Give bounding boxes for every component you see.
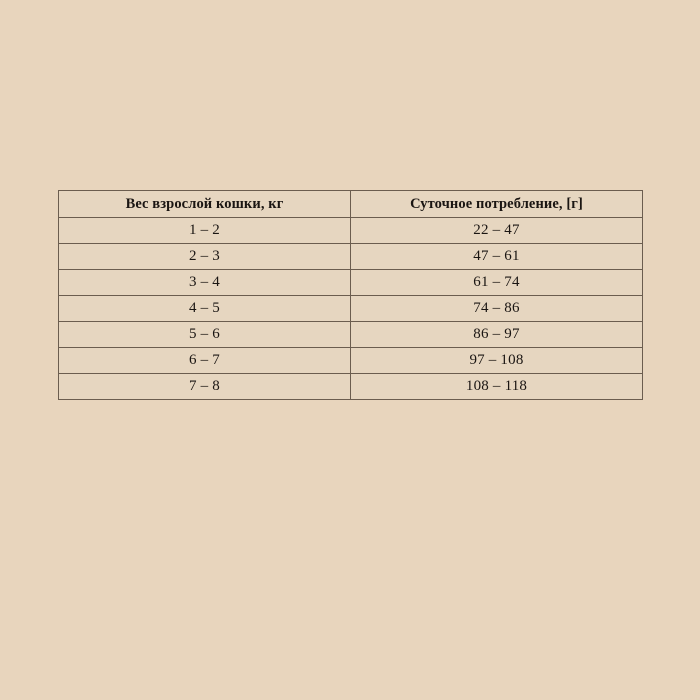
feeding-table-container: Вес взрослой кошки, кг Суточное потребле… (58, 190, 643, 400)
cell-intake: 97 – 108 (350, 347, 643, 374)
cat-feeding-table: Вес взрослой кошки, кг Суточное потребле… (58, 190, 643, 400)
table-row: 5 – 6 86 – 97 (58, 321, 643, 348)
cell-weight: 7 – 8 (58, 373, 351, 400)
cell-weight: 5 – 6 (58, 321, 351, 348)
table-row: 1 – 2 22 – 47 (58, 217, 643, 244)
table-header-row: Вес взрослой кошки, кг Суточное потребле… (58, 190, 643, 218)
cell-intake: 22 – 47 (350, 217, 643, 244)
cell-weight: 3 – 4 (58, 269, 351, 296)
cell-weight: 4 – 5 (58, 295, 351, 322)
cell-intake: 47 – 61 (350, 243, 643, 270)
table-body: 1 – 2 22 – 47 2 – 3 47 – 61 3 – 4 61 – 7… (58, 217, 643, 400)
cell-intake: 74 – 86 (350, 295, 643, 322)
table-row: 6 – 7 97 – 108 (58, 347, 643, 374)
cell-weight: 2 – 3 (58, 243, 351, 270)
table-row: 2 – 3 47 – 61 (58, 243, 643, 270)
column-header-intake: Суточное потребление, [г] (350, 190, 643, 218)
cell-weight: 1 – 2 (58, 217, 351, 244)
cell-weight: 6 – 7 (58, 347, 351, 374)
cell-intake: 86 – 97 (350, 321, 643, 348)
table-header: Вес взрослой кошки, кг Суточное потребле… (58, 190, 643, 218)
column-header-weight: Вес взрослой кошки, кг (58, 190, 351, 218)
cell-intake: 61 – 74 (350, 269, 643, 296)
cell-intake: 108 – 118 (350, 373, 643, 400)
table-row: 7 – 8 108 – 118 (58, 373, 643, 400)
table-row: 3 – 4 61 – 74 (58, 269, 643, 296)
table-row: 4 – 5 74 – 86 (58, 295, 643, 322)
